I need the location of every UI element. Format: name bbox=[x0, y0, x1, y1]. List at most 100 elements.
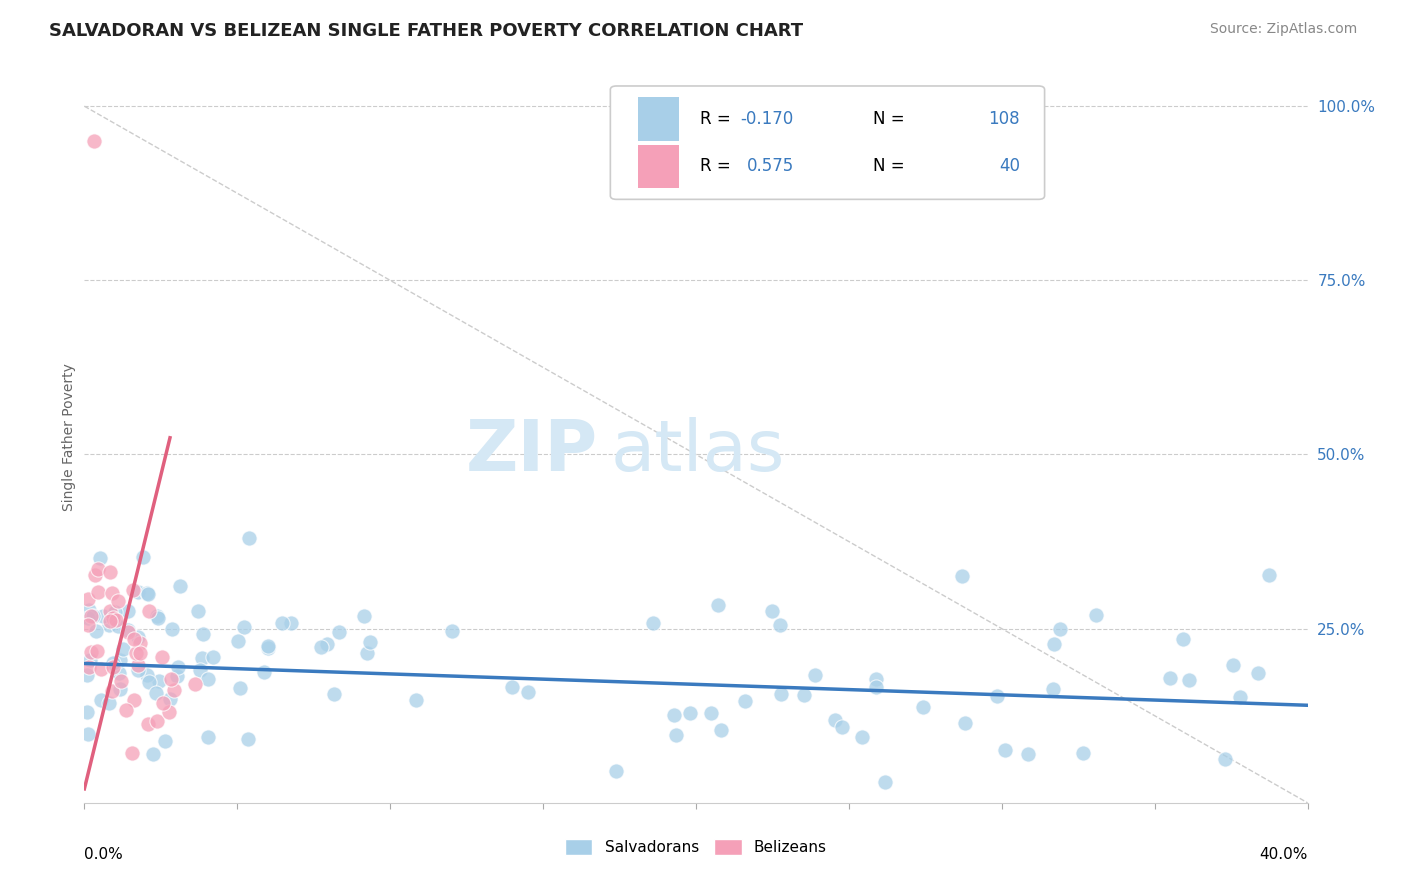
Point bbox=[163, 682, 186, 697]
Point bbox=[517, 684, 540, 698]
Point bbox=[169, 579, 191, 593]
Point bbox=[138, 674, 160, 689]
Point bbox=[100, 565, 122, 579]
Point bbox=[1043, 637, 1066, 651]
Text: Source: ZipAtlas.com: Source: ZipAtlas.com bbox=[1209, 22, 1357, 37]
Point bbox=[256, 639, 278, 653]
Point bbox=[107, 619, 129, 633]
Point bbox=[117, 623, 139, 637]
Point bbox=[193, 627, 215, 641]
Point bbox=[148, 673, 170, 688]
Point bbox=[228, 633, 250, 648]
Point bbox=[953, 716, 976, 731]
Point bbox=[831, 720, 853, 734]
Point bbox=[117, 625, 139, 640]
Point bbox=[166, 660, 188, 674]
Point bbox=[950, 569, 973, 583]
Point bbox=[136, 585, 159, 599]
Point bbox=[77, 660, 100, 674]
Legend: Salvadorans, Belizeans: Salvadorans, Belizeans bbox=[558, 833, 834, 861]
Point bbox=[1171, 632, 1194, 646]
Point bbox=[202, 650, 225, 665]
Point bbox=[157, 706, 180, 720]
Point bbox=[184, 677, 207, 691]
Text: 108: 108 bbox=[988, 110, 1021, 128]
Point bbox=[76, 668, 98, 682]
Point bbox=[127, 657, 149, 672]
Point bbox=[912, 700, 935, 714]
Point bbox=[122, 582, 145, 597]
Point bbox=[994, 743, 1017, 757]
Point bbox=[129, 636, 152, 650]
Point bbox=[501, 680, 523, 694]
Point bbox=[98, 615, 121, 629]
Point bbox=[664, 708, 686, 723]
Point bbox=[1017, 747, 1039, 761]
Point bbox=[100, 586, 122, 600]
Point bbox=[108, 681, 131, 696]
Point bbox=[280, 616, 302, 631]
Point bbox=[127, 584, 149, 599]
Point bbox=[328, 625, 350, 640]
Point bbox=[145, 686, 167, 700]
Point bbox=[77, 603, 100, 617]
Text: -0.170: -0.170 bbox=[741, 110, 794, 128]
Point bbox=[127, 631, 149, 645]
Point bbox=[136, 667, 159, 681]
Point bbox=[700, 706, 723, 720]
Point bbox=[122, 692, 145, 706]
Point bbox=[84, 624, 107, 638]
Point bbox=[1222, 657, 1244, 672]
Point bbox=[440, 624, 463, 639]
Point bbox=[82, 608, 104, 623]
Point bbox=[316, 637, 339, 651]
Point bbox=[79, 653, 101, 667]
Point bbox=[865, 673, 887, 687]
FancyBboxPatch shape bbox=[638, 145, 679, 188]
Point bbox=[138, 717, 160, 731]
Point bbox=[91, 609, 114, 624]
Point bbox=[1229, 690, 1251, 704]
Point bbox=[108, 652, 131, 666]
Text: R =: R = bbox=[700, 158, 730, 176]
Point bbox=[191, 650, 214, 665]
Point bbox=[77, 617, 100, 632]
Point bbox=[188, 663, 211, 677]
Point bbox=[359, 634, 381, 648]
Point bbox=[197, 730, 219, 744]
Point bbox=[159, 692, 181, 706]
Point bbox=[824, 713, 846, 727]
Point bbox=[1178, 673, 1201, 688]
Point bbox=[76, 727, 98, 741]
Point bbox=[1085, 607, 1108, 622]
Point bbox=[1049, 622, 1071, 636]
Point bbox=[77, 611, 100, 625]
Point bbox=[107, 594, 129, 608]
Point bbox=[136, 587, 159, 601]
Point bbox=[76, 592, 98, 607]
Text: atlas: atlas bbox=[610, 417, 785, 486]
Point bbox=[238, 531, 260, 545]
Point bbox=[356, 646, 378, 660]
Point bbox=[804, 668, 827, 682]
Text: SALVADORAN VS BELIZEAN SINGLE FATHER POVERTY CORRELATION CHART: SALVADORAN VS BELIZEAN SINGLE FATHER POV… bbox=[49, 22, 803, 40]
Point bbox=[80, 645, 103, 659]
Point bbox=[1257, 567, 1279, 582]
Point bbox=[115, 703, 138, 717]
Point bbox=[710, 723, 733, 737]
Point bbox=[160, 673, 183, 687]
Point bbox=[142, 747, 165, 761]
Point bbox=[734, 694, 756, 708]
Point bbox=[101, 611, 124, 625]
Point bbox=[90, 662, 112, 676]
Point bbox=[103, 660, 125, 674]
Point bbox=[104, 605, 127, 619]
Point bbox=[353, 608, 375, 623]
Point bbox=[87, 562, 110, 576]
FancyBboxPatch shape bbox=[610, 86, 1045, 200]
Point bbox=[865, 681, 887, 695]
Point bbox=[707, 598, 730, 612]
Point bbox=[86, 644, 108, 658]
Point bbox=[770, 687, 793, 701]
Point bbox=[311, 640, 333, 654]
